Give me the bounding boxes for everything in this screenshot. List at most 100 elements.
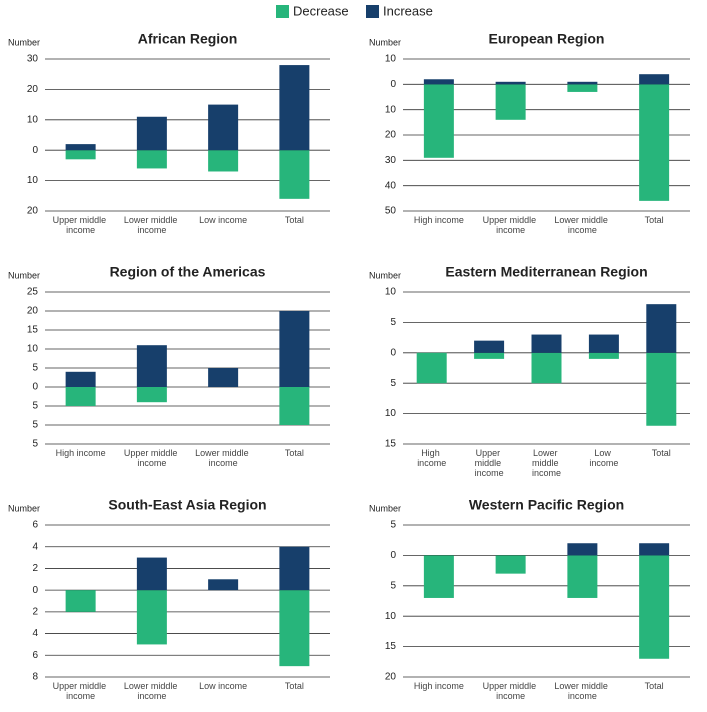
y-tick-label: 50 [385, 206, 397, 217]
y-tick-label: 20 [27, 206, 39, 217]
y-tick-label: 10 [385, 104, 397, 115]
y-tick-label: 10 [385, 54, 397, 65]
legend-swatch [276, 5, 289, 18]
x-tick-label: Low income [199, 215, 247, 225]
bar [279, 590, 310, 667]
bar [136, 387, 167, 403]
bar [416, 352, 447, 384]
x-tick-label: Upper middle income [483, 215, 539, 235]
bar [65, 150, 96, 160]
chart-title: European Region [489, 31, 605, 47]
bar [567, 543, 598, 556]
bar [646, 304, 677, 353]
y-tick-label: 10 [27, 344, 39, 355]
bar [495, 81, 526, 85]
y-tick-label: 2 [32, 563, 38, 574]
y-tick-label: 25 [27, 287, 39, 298]
y-axis-label: Number [8, 503, 40, 513]
x-tick-label: Lower middle income [532, 448, 561, 478]
y-tick-label: 4 [32, 628, 38, 639]
y-tick-label: 15 [385, 641, 397, 652]
x-tick-label: Total [645, 681, 664, 691]
x-tick-label: Total [285, 681, 304, 691]
y-tick-label: 20 [27, 306, 39, 317]
legend-label: Increase [383, 3, 433, 18]
bar [279, 387, 310, 425]
x-tick-label: High income [417, 448, 446, 468]
y-tick-label: 20 [385, 130, 397, 141]
x-tick-label: Total [285, 215, 304, 225]
bar [639, 74, 670, 85]
x-tick-label: Low income [199, 681, 247, 691]
y-tick-label: 5 [32, 439, 38, 450]
bar [639, 555, 670, 659]
x-tick-label: High income [414, 215, 464, 225]
legend-swatch [366, 5, 379, 18]
y-tick-label: 5 [390, 378, 396, 389]
chart-title: African Region [138, 31, 238, 47]
bar [423, 84, 454, 158]
x-tick-label: Total [285, 448, 304, 458]
y-tick-label: 0 [32, 585, 38, 596]
chart-title: South-East Asia Region [108, 497, 266, 513]
x-tick-label: Total [645, 215, 664, 225]
y-tick-label: 10 [385, 611, 397, 622]
x-tick-label: Total [652, 448, 671, 458]
bar [646, 352, 677, 426]
bar [279, 150, 310, 199]
chart-title: Eastern Mediterranean Region [445, 264, 647, 280]
y-tick-label: 0 [32, 145, 38, 156]
bar [279, 65, 310, 151]
y-tick-label: 20 [385, 672, 397, 683]
y-tick-label: 5 [32, 401, 38, 412]
bar [531, 334, 562, 353]
x-tick-label: Upper middle income [53, 681, 109, 701]
x-tick-label: Lower middle income [124, 215, 180, 235]
y-axis-label: Number [8, 270, 40, 280]
x-tick-label: Upper middle income [475, 448, 504, 478]
y-tick-label: 30 [385, 155, 397, 166]
y-axis-label: Number [369, 270, 401, 280]
bar [588, 334, 619, 353]
legend-label: Decrease [293, 3, 349, 18]
bar [567, 81, 598, 85]
y-axis-label: Number [369, 37, 401, 47]
bar [531, 352, 562, 384]
y-tick-label: 8 [32, 672, 38, 683]
bar [279, 311, 310, 387]
y-tick-label: 0 [390, 79, 396, 90]
y-tick-label: 10 [27, 175, 39, 186]
y-tick-label: 10 [27, 114, 39, 125]
x-tick-label: High income [56, 448, 106, 458]
y-tick-label: 5 [32, 420, 38, 431]
y-tick-label: 0 [32, 382, 38, 393]
bar [423, 555, 454, 598]
y-tick-label: 5 [32, 363, 38, 374]
y-tick-label: 6 [32, 650, 38, 661]
y-tick-label: 6 [32, 520, 38, 531]
y-tick-label: 30 [27, 54, 39, 65]
x-tick-label: Lower middle income [554, 215, 610, 235]
y-tick-label: 5 [390, 580, 396, 591]
x-tick-label: Low income [589, 448, 618, 468]
bar [65, 371, 96, 387]
bar [567, 84, 598, 92]
y-tick-label: 2 [32, 606, 38, 617]
y-tick-label: 40 [385, 180, 397, 191]
bar [136, 557, 167, 591]
chart-title: Region of the Americas [110, 264, 266, 280]
chart-title: Western Pacific Region [469, 497, 624, 513]
bar [567, 555, 598, 598]
y-tick-label: 4 [32, 541, 38, 552]
y-tick-label: 15 [27, 325, 39, 336]
y-tick-label: 10 [385, 408, 397, 419]
y-axis-label: Number [8, 37, 40, 47]
x-tick-label: Lower middle income [124, 681, 180, 701]
y-tick-label: 0 [390, 347, 396, 358]
x-tick-label: Upper middle income [53, 215, 109, 235]
bar [136, 345, 167, 387]
bar [65, 387, 96, 406]
y-tick-label: 5 [390, 520, 396, 531]
bar [65, 590, 96, 612]
bar [639, 84, 670, 201]
